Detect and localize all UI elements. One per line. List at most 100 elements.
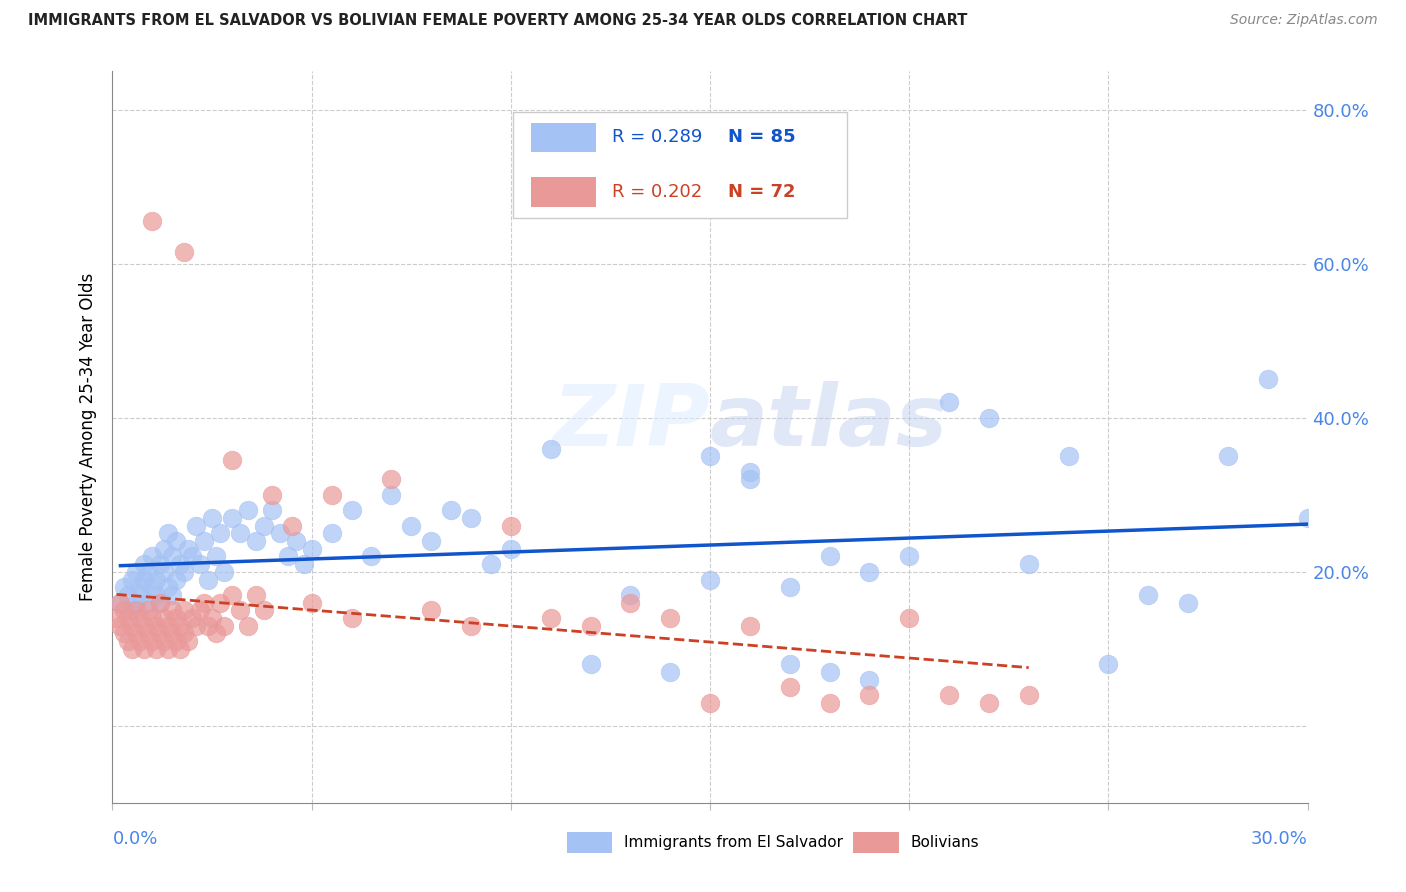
Point <box>380 488 402 502</box>
Point <box>117 634 139 648</box>
Point <box>177 634 200 648</box>
Point <box>125 596 148 610</box>
Point <box>188 557 211 571</box>
Point <box>281 518 304 533</box>
Point <box>779 681 801 695</box>
Point <box>540 442 562 456</box>
Point <box>125 626 148 640</box>
Point <box>169 641 191 656</box>
Point <box>420 534 443 549</box>
Point <box>141 214 163 228</box>
Point <box>499 541 522 556</box>
FancyBboxPatch shape <box>531 178 596 207</box>
Point <box>938 395 960 409</box>
Point <box>898 611 921 625</box>
Point <box>149 626 172 640</box>
Point <box>162 603 183 617</box>
Point <box>149 596 172 610</box>
Point <box>858 565 880 579</box>
Point <box>1018 557 1040 571</box>
Point <box>738 618 761 632</box>
Point <box>301 541 323 556</box>
Point <box>173 626 195 640</box>
FancyBboxPatch shape <box>567 832 612 853</box>
Point <box>221 588 243 602</box>
Point <box>153 634 176 648</box>
Point <box>260 503 283 517</box>
Point <box>321 526 343 541</box>
Point <box>153 565 176 579</box>
Point <box>134 557 156 571</box>
Text: Source: ZipAtlas.com: Source: ZipAtlas.com <box>1230 13 1378 28</box>
Point <box>1177 596 1199 610</box>
Point <box>699 573 721 587</box>
Point <box>145 641 167 656</box>
Point <box>858 688 880 702</box>
Point <box>212 565 235 579</box>
Point <box>205 626 228 640</box>
Point <box>145 588 167 602</box>
Point <box>153 541 176 556</box>
Point <box>1296 511 1319 525</box>
Point <box>134 641 156 656</box>
Point <box>145 618 167 632</box>
Point <box>117 588 139 602</box>
Point <box>188 603 211 617</box>
Point <box>229 526 252 541</box>
Point <box>321 488 343 502</box>
Point <box>699 450 721 464</box>
Point <box>209 596 232 610</box>
Point <box>340 611 363 625</box>
Point <box>117 611 139 625</box>
Point <box>193 596 215 610</box>
Point <box>162 626 183 640</box>
Text: Bolivians: Bolivians <box>911 835 980 850</box>
Point <box>221 511 243 525</box>
Point <box>138 603 160 617</box>
Point <box>121 573 143 587</box>
Point <box>110 596 132 610</box>
Point <box>260 488 283 502</box>
Point <box>659 665 682 679</box>
Point <box>1216 450 1239 464</box>
Point <box>619 596 641 610</box>
Point <box>173 603 195 617</box>
Point <box>201 611 224 625</box>
Text: Immigrants from El Salvador: Immigrants from El Salvador <box>624 835 844 850</box>
Point <box>141 549 163 564</box>
Point <box>197 618 219 632</box>
Point <box>141 634 163 648</box>
Point <box>1097 657 1119 672</box>
Text: R = 0.289: R = 0.289 <box>612 128 703 146</box>
Point <box>157 641 180 656</box>
Point <box>245 588 267 602</box>
Point <box>401 518 423 533</box>
Point <box>212 618 235 632</box>
Point <box>141 611 163 625</box>
Point <box>157 526 180 541</box>
Text: R = 0.202: R = 0.202 <box>612 183 702 201</box>
Point <box>129 588 152 602</box>
FancyBboxPatch shape <box>853 832 898 853</box>
Point <box>292 557 315 571</box>
Point <box>209 526 232 541</box>
Point <box>165 534 187 549</box>
Point <box>201 511 224 525</box>
Point <box>818 665 841 679</box>
Point <box>149 596 172 610</box>
FancyBboxPatch shape <box>531 122 596 152</box>
Point <box>499 518 522 533</box>
Point <box>149 557 172 571</box>
Point <box>114 626 135 640</box>
Point <box>165 611 187 625</box>
Point <box>579 657 602 672</box>
Point <box>938 688 960 702</box>
Point <box>125 565 148 579</box>
Point <box>269 526 291 541</box>
Point <box>197 573 219 587</box>
Point <box>236 503 259 517</box>
Point <box>420 603 443 617</box>
FancyBboxPatch shape <box>513 112 848 218</box>
Point <box>301 596 323 610</box>
Text: IMMIGRANTS FROM EL SALVADOR VS BOLIVIAN FEMALE POVERTY AMONG 25-34 YEAR OLDS COR: IMMIGRANTS FROM EL SALVADOR VS BOLIVIAN … <box>28 13 967 29</box>
